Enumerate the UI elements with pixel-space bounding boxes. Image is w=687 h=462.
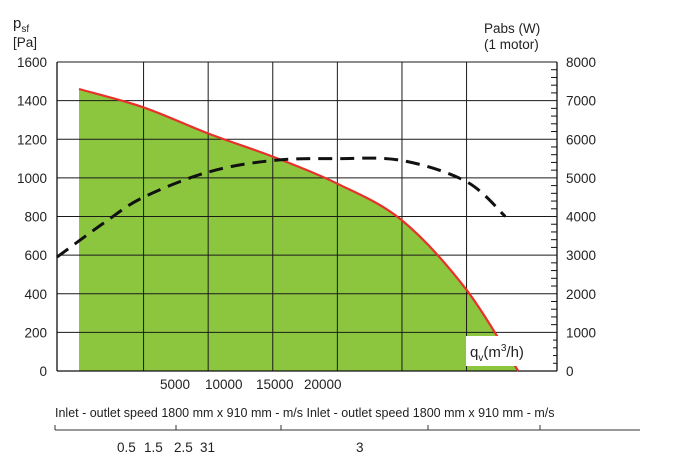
right-tick-label: 1000 (566, 325, 596, 340)
right-tick-label: 5000 (566, 171, 596, 186)
x-tick-label: 5000 (160, 377, 190, 392)
power-curve (56, 156, 507, 259)
right-tick-label: 8000 (566, 55, 596, 70)
x-tick-label: 20000 (304, 377, 342, 392)
x-tick-label: 15000 (256, 377, 294, 392)
speed-label: 2.5 (174, 440, 193, 455)
x-axis-ticks: 5000 10000 15000 20000 (160, 377, 342, 392)
right-axis-subtitle: (1 motor) (484, 37, 539, 52)
left-tick-label: 1600 (17, 55, 47, 70)
left-tick-label: 400 (24, 287, 47, 302)
right-tick-label: 2000 (566, 287, 596, 302)
x-axis-label-box (466, 336, 553, 366)
right-tick-label: 0 (566, 364, 574, 379)
left-tick-label: 200 (24, 325, 47, 340)
pressure-curve (78, 87, 520, 372)
right-tick-label: 7000 (566, 94, 596, 109)
speed-label: 31 (200, 440, 215, 455)
speed-scale-ticks (54, 425, 541, 430)
speed-label: 3 (356, 440, 364, 455)
speed-label: 0.5 (117, 440, 136, 455)
left-tick-label: 1200 (17, 132, 47, 147)
left-axis-title: psf (13, 15, 29, 35)
plot-area (56, 61, 558, 372)
left-tick-label: 1000 (17, 171, 47, 186)
right-tick-label: 4000 (566, 210, 596, 225)
left-axis-ticks: 0 200 400 600 800 1000 1200 1400 1600 (17, 55, 47, 379)
left-axis-unit: [Pa] (13, 35, 37, 50)
left-tick-label: 600 (24, 248, 47, 263)
x-tick-label: 10000 (205, 377, 243, 392)
pressure-area (79, 89, 519, 371)
right-axis-title: Pabs (W) (484, 21, 540, 36)
right-tick-label: 6000 (566, 132, 596, 147)
speed-scale-labels: 0.5 1.5 2.5 31 3 (117, 440, 364, 455)
speed-label: 1.5 (144, 440, 163, 455)
left-tick-label: 0 (39, 364, 47, 379)
left-tick-label: 1400 (17, 94, 47, 109)
speed-caption: Inlet - outlet speed 1800 mm x 910 mm - … (55, 406, 555, 420)
x-axis-label: qv(m3/h) (470, 343, 524, 364)
right-axis-ticks: 0 1000 2000 3000 4000 5000 6000 7000 8000 (551, 55, 596, 379)
left-tick-label: 800 (24, 210, 47, 225)
right-tick-label: 3000 (566, 248, 596, 263)
